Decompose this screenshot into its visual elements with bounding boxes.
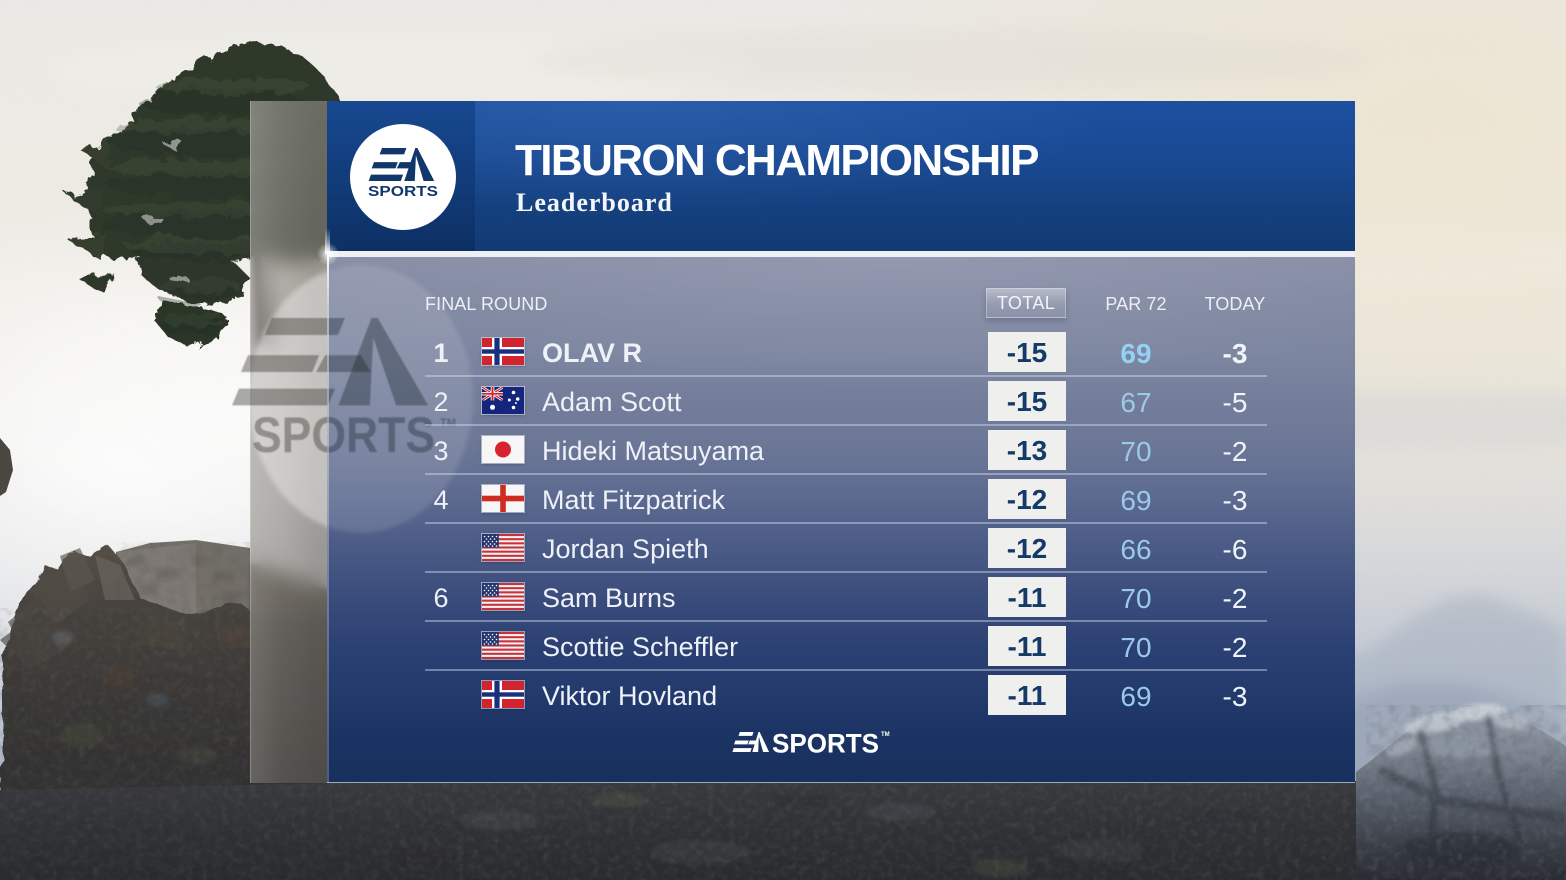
svg-text:SPORTS: SPORTS	[368, 184, 438, 200]
svg-text:SPORTS: SPORTS	[772, 729, 879, 759]
svg-text:SPORTS: SPORTS	[252, 407, 327, 463]
svg-text:TM: TM	[881, 732, 890, 738]
svg-text:SPORTS: SPORTS	[327, 407, 435, 463]
svg-text:TM: TM	[440, 417, 456, 429]
